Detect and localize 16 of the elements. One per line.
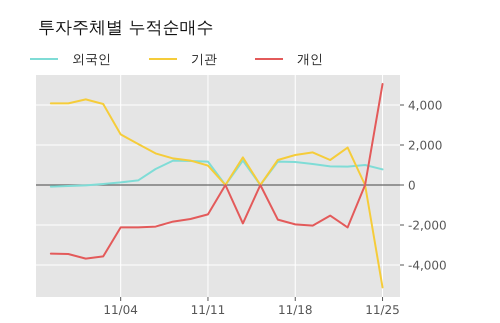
y-tick-label: 4,000	[408, 98, 442, 112]
line-series	[50, 83, 384, 260]
y-tick-label: -2,000	[408, 218, 447, 232]
line-series	[50, 160, 384, 188]
chart-title: 투자주체별 누적순매수	[38, 18, 214, 38]
x-tick-label: 11/18	[278, 303, 313, 317]
x-tick-label: 11/11	[190, 303, 226, 317]
y-tick-label: 2,000	[408, 138, 442, 152]
legend-label: 개인	[297, 52, 323, 68]
line-series	[50, 98, 384, 288]
legend-label: 외국인	[72, 52, 111, 68]
legend-label: 기관	[191, 52, 217, 68]
x-tick-label: 11/04	[103, 303, 138, 317]
y-tick-label: -4,000	[408, 258, 447, 272]
y-tick-label: 0	[408, 178, 416, 192]
x-tick-label: 11/25	[365, 303, 400, 317]
